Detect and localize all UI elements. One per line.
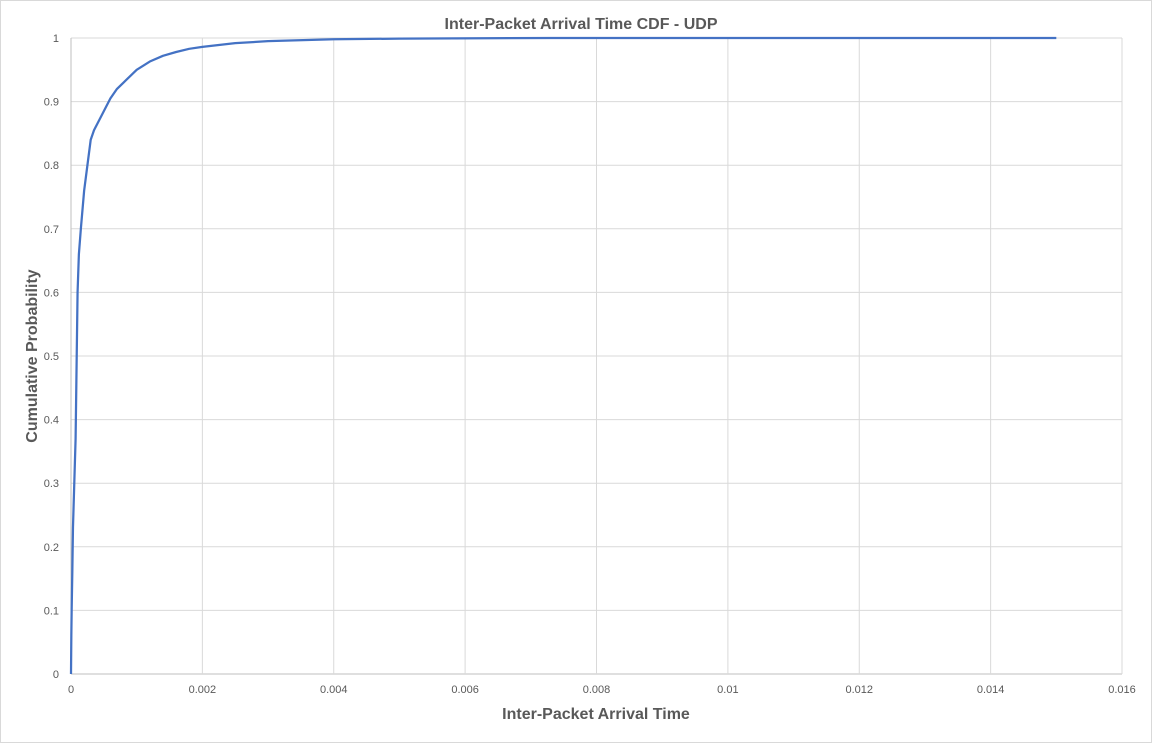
- x-tick-label: 0.01: [717, 684, 738, 696]
- x-tick-label: 0.016: [1108, 684, 1136, 696]
- y-axis-title: Cumulative Probability: [24, 269, 41, 442]
- chart-title: Inter-Packet Arrival Time CDF - UDP: [445, 16, 718, 33]
- y-tick-label: 0.4: [44, 415, 59, 427]
- y-tick-label: 0.9: [44, 97, 59, 109]
- y-tick-label: 0: [53, 669, 59, 681]
- y-axis-ticks: 0 0.1 0.2 0.3 0.4 0.5 0.6 0.7 0.8 0.9 1: [44, 33, 59, 681]
- y-tick-label: 0.5: [44, 351, 59, 363]
- x-tick-label: 0: [68, 684, 74, 696]
- x-tick-label: 0.002: [189, 684, 217, 696]
- x-axis-title: Inter-Packet Arrival Time: [502, 706, 690, 723]
- x-tick-label: 0.004: [320, 684, 348, 696]
- x-tick-label: 0.006: [451, 684, 479, 696]
- gridlines: [70, 37, 1123, 675]
- x-tick-label: 0.012: [845, 684, 873, 696]
- cdf-series-line: [69, 36, 1057, 675]
- y-tick-label: 0.7: [44, 224, 59, 236]
- x-tick-label: 0.008: [583, 684, 611, 696]
- y-tick-label: 0.6: [44, 287, 59, 299]
- x-axis-ticks: 0 0.002 0.004 0.006 0.008 0.01 0.012 0.014 0.016: [68, 684, 1136, 696]
- y-tick-label: 0.8: [44, 160, 59, 172]
- y-tick-label: 0.3: [44, 478, 59, 490]
- y-tick-label: 0.1: [44, 605, 59, 617]
- y-tick-label: 0.2: [44, 542, 59, 554]
- y-tick-label: 1: [53, 33, 59, 45]
- x-tick-label: 0.014: [977, 684, 1005, 696]
